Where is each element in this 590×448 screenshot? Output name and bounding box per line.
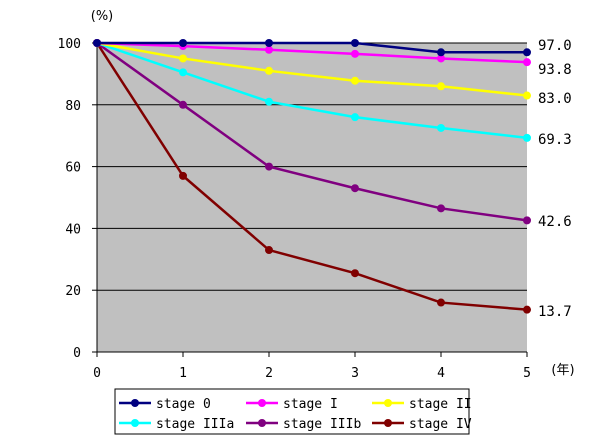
series-stage-iiib xyxy=(93,39,531,225)
data-point xyxy=(523,58,531,67)
data-point xyxy=(351,39,359,47)
series-line xyxy=(95,42,528,311)
series-line xyxy=(96,41,528,97)
y-tick-label: 20 xyxy=(65,284,81,299)
data-point xyxy=(351,184,359,193)
tick-labels: 0 20 40 60 80 100 0 1 2 3 4 5 xyxy=(58,37,531,381)
legend-swatch-marker xyxy=(258,419,266,427)
data-point xyxy=(437,204,445,213)
data-point xyxy=(351,76,359,85)
data-point xyxy=(265,39,273,47)
data-point xyxy=(437,48,445,57)
end-value-label: 13.7 xyxy=(538,304,572,320)
x-tick-label: 5 xyxy=(523,366,531,381)
legend-item: stage I xyxy=(246,397,338,412)
data-point xyxy=(523,305,531,314)
series-stage-0 xyxy=(93,39,531,57)
legend-item: stage IV xyxy=(372,417,472,432)
data-point xyxy=(523,91,531,100)
y-tick-label: 80 xyxy=(65,99,81,114)
legend-swatch-marker xyxy=(258,399,266,407)
legend-label: stage I xyxy=(283,397,338,412)
data-point xyxy=(437,82,445,91)
legend-label: stage IV xyxy=(409,417,472,432)
y-tick-label: 0 xyxy=(73,346,81,361)
legend-item: stage IIIb xyxy=(246,417,361,432)
legend-item: stage 0 xyxy=(119,397,211,412)
legend-label: stage 0 xyxy=(156,397,211,412)
x-tick-label: 3 xyxy=(351,366,359,381)
y-tick-label: 40 xyxy=(65,222,81,237)
series-line xyxy=(96,41,528,64)
end-value-label: 97.0 xyxy=(538,38,572,54)
legend-item: stage IIIa xyxy=(119,417,234,432)
series-line xyxy=(97,41,527,54)
legend: stage 0 stage I stage II stage IIIa stage II… xyxy=(114,388,472,435)
data-point xyxy=(265,162,273,171)
end-value-label: 93.8 xyxy=(538,62,572,78)
data-point xyxy=(351,269,359,278)
series-line xyxy=(96,41,528,140)
data-point xyxy=(93,39,101,47)
legend-label: stage IIIb xyxy=(283,417,361,432)
legend-swatch-marker xyxy=(384,399,392,407)
data-point xyxy=(437,123,445,132)
data-point xyxy=(179,100,187,109)
data-point xyxy=(179,171,187,180)
legend-swatch-marker xyxy=(131,419,139,427)
data-point xyxy=(179,54,187,63)
data-point xyxy=(523,48,531,57)
data-point xyxy=(523,133,531,142)
data-point xyxy=(265,246,273,255)
x-tick-label: 0 xyxy=(93,366,101,381)
x-tick-label: 4 xyxy=(437,366,445,381)
series-layer xyxy=(93,39,531,314)
y-axis-unit: (%) xyxy=(91,9,114,24)
data-point xyxy=(437,54,445,63)
x-tick-label: 2 xyxy=(265,366,273,381)
data-point xyxy=(265,45,273,54)
data-point xyxy=(351,113,359,122)
data-point xyxy=(265,66,273,75)
data-point xyxy=(265,97,273,106)
y-tick-label: 100 xyxy=(58,37,81,52)
end-value-labels: 97.0 93.8 83.0 69.3 42.6 13.7 xyxy=(538,38,572,320)
data-point xyxy=(523,216,531,225)
data-point xyxy=(437,298,445,307)
x-tick-label: 1 xyxy=(179,366,187,381)
legend-box xyxy=(114,388,470,435)
legend-swatch-marker xyxy=(131,399,139,407)
end-value-label: 42.6 xyxy=(538,214,572,230)
data-point xyxy=(179,39,187,47)
legend-label: stage II xyxy=(409,397,472,412)
gridlines xyxy=(97,42,527,291)
legend-swatch-marker xyxy=(384,419,392,427)
end-value-label: 83.0 xyxy=(538,91,572,107)
legend-label: stage IIIa xyxy=(156,417,234,432)
data-point xyxy=(351,49,359,58)
y-tick-label: 60 xyxy=(65,161,81,176)
x-axis-unit: (年) xyxy=(551,363,574,378)
data-point xyxy=(179,68,187,77)
legend-item: stage II xyxy=(372,397,472,412)
series-line xyxy=(96,41,528,222)
end-value-label: 69.3 xyxy=(538,132,572,148)
